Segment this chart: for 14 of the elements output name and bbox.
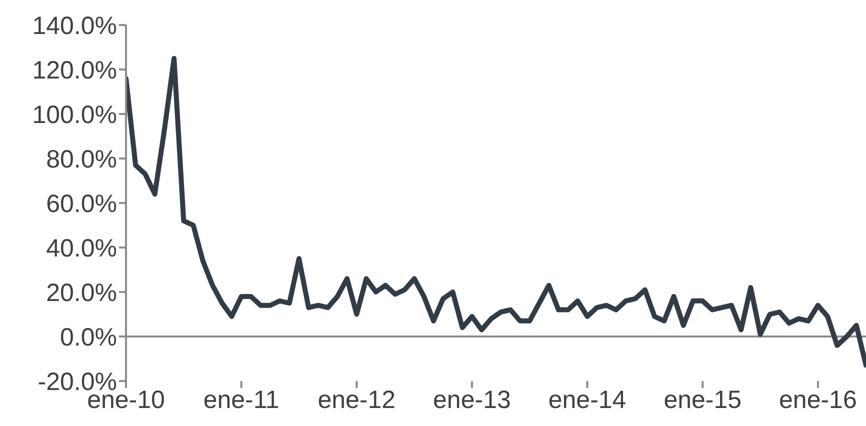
x-tick-label: ene-15	[664, 386, 742, 414]
y-tick-label: 140.0%	[32, 12, 117, 40]
x-tick-label: ene-13	[433, 386, 511, 414]
y-tick-label: 20.0%	[46, 278, 117, 307]
x-tick-label: ene-11	[203, 386, 280, 414]
y-tick-label: 40.0%	[46, 234, 117, 262]
x-tick-label: ene-14	[548, 386, 626, 414]
y-tick-label: 0.0%	[60, 323, 117, 352]
y-tick-label: 120.0%	[32, 56, 117, 84]
x-tick-label: ene-12	[318, 386, 396, 414]
y-tick-label: 100.0%	[32, 100, 117, 129]
y-tick-label: 60.0%	[46, 190, 117, 218]
x-tick-label: ene-16	[779, 386, 857, 414]
y-tick-label: 80.0%	[46, 145, 117, 174]
